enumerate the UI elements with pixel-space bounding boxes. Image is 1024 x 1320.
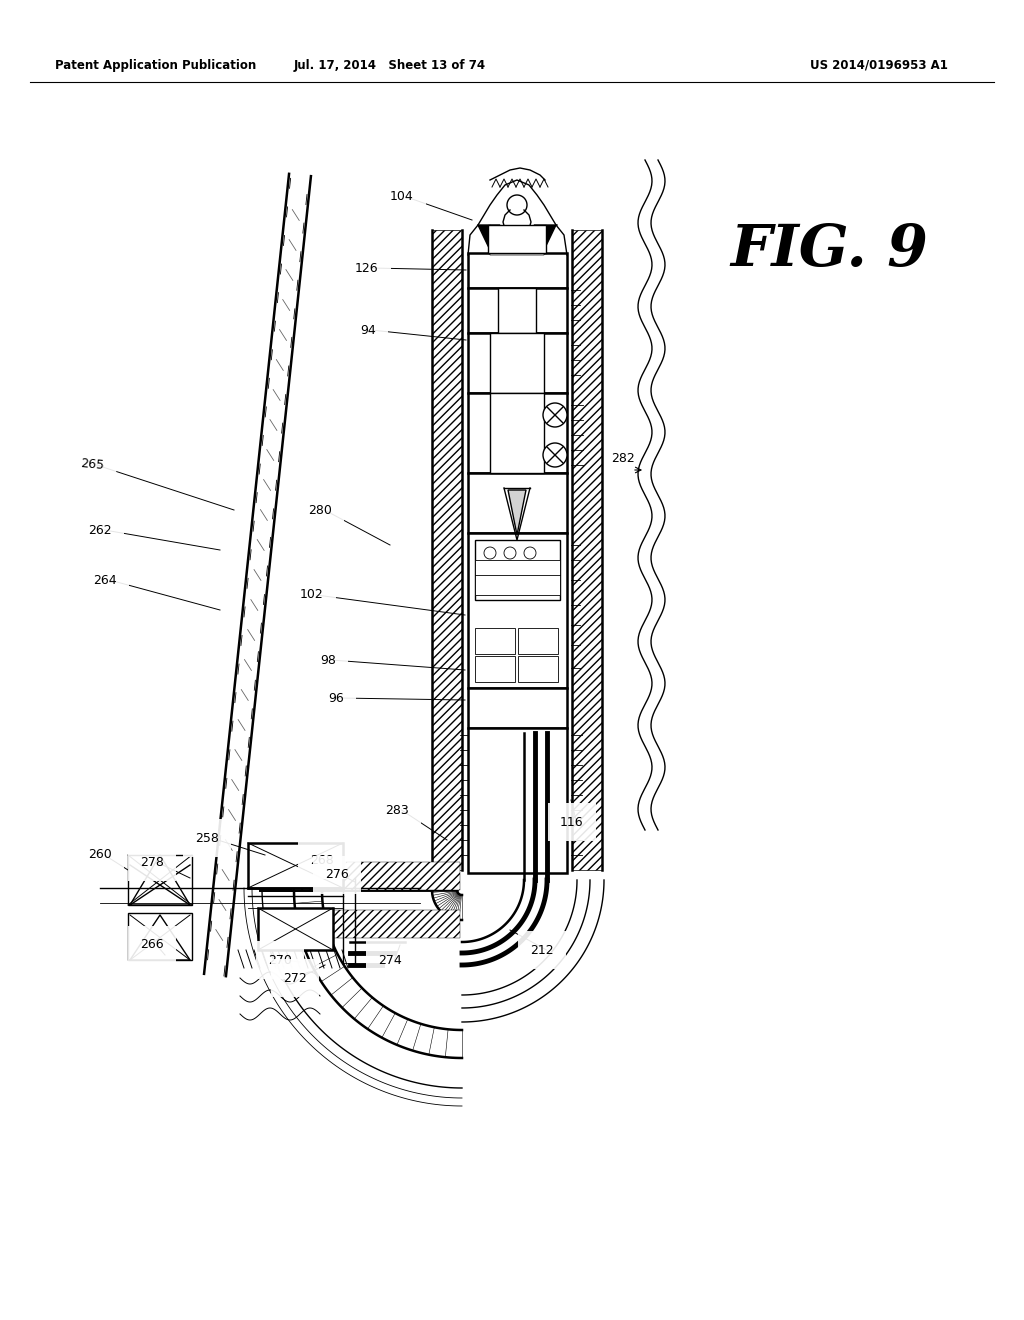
Bar: [498, 288, 536, 333]
Bar: [546, 473, 567, 533]
Text: 272: 272: [283, 972, 307, 985]
Bar: [468, 473, 490, 533]
Bar: [258, 908, 333, 950]
Bar: [546, 333, 567, 393]
Bar: [490, 393, 544, 473]
Bar: [468, 688, 490, 729]
Text: 266: 266: [140, 939, 164, 952]
Bar: [468, 393, 567, 473]
Text: US 2014/0196953 A1: US 2014/0196953 A1: [810, 58, 948, 71]
Polygon shape: [490, 224, 544, 255]
Bar: [468, 253, 567, 288]
Text: 94: 94: [360, 323, 376, 337]
Text: 280: 280: [308, 503, 332, 516]
Bar: [475, 601, 515, 626]
Text: 98: 98: [319, 653, 336, 667]
Bar: [292, 909, 460, 939]
Text: FIG. 9: FIG. 9: [730, 222, 928, 279]
Bar: [488, 224, 546, 253]
Text: 96: 96: [328, 692, 344, 705]
Text: 264: 264: [93, 573, 117, 586]
Text: 262: 262: [88, 524, 112, 536]
Bar: [490, 333, 544, 393]
Bar: [546, 688, 567, 729]
Bar: [536, 288, 567, 333]
Bar: [468, 729, 490, 873]
Bar: [128, 855, 193, 906]
Circle shape: [543, 444, 567, 467]
Text: 212: 212: [530, 944, 554, 957]
Text: 274: 274: [378, 953, 401, 966]
Polygon shape: [508, 490, 526, 535]
Bar: [292, 862, 460, 890]
Bar: [468, 288, 567, 333]
Bar: [475, 628, 515, 653]
Bar: [475, 540, 560, 601]
Text: 268: 268: [310, 854, 334, 866]
Text: 276: 276: [325, 869, 349, 882]
Bar: [468, 333, 490, 393]
Bar: [468, 688, 567, 729]
Text: 282: 282: [611, 451, 635, 465]
Bar: [468, 473, 567, 533]
Bar: [248, 843, 343, 888]
Bar: [518, 656, 558, 682]
Text: Patent Application Publication: Patent Application Publication: [55, 58, 256, 71]
Bar: [475, 560, 560, 595]
Bar: [546, 393, 567, 473]
Bar: [468, 230, 567, 870]
Text: 260: 260: [88, 849, 112, 862]
Text: 258: 258: [195, 832, 219, 845]
Bar: [468, 393, 490, 473]
Text: 102: 102: [300, 589, 324, 602]
Circle shape: [507, 195, 527, 215]
Text: 270: 270: [268, 953, 292, 966]
Bar: [468, 288, 498, 333]
Bar: [572, 230, 602, 870]
Bar: [468, 253, 567, 288]
Polygon shape: [204, 174, 311, 977]
Bar: [518, 601, 558, 626]
Bar: [518, 628, 558, 653]
Text: 265: 265: [80, 458, 104, 473]
Text: 116: 116: [560, 816, 584, 829]
Bar: [468, 533, 567, 688]
Polygon shape: [478, 180, 557, 224]
Bar: [468, 333, 567, 393]
Bar: [475, 656, 515, 682]
Bar: [128, 913, 193, 960]
Text: 283: 283: [385, 804, 409, 817]
Text: 278: 278: [140, 855, 164, 869]
Text: 104: 104: [390, 190, 414, 203]
Bar: [546, 729, 567, 873]
Polygon shape: [478, 224, 500, 249]
Bar: [468, 729, 567, 873]
Text: Jul. 17, 2014   Sheet 13 of 74: Jul. 17, 2014 Sheet 13 of 74: [294, 58, 486, 71]
Bar: [432, 230, 462, 870]
Text: 126: 126: [355, 261, 379, 275]
Circle shape: [543, 403, 567, 426]
Polygon shape: [534, 224, 556, 249]
Bar: [488, 224, 546, 253]
